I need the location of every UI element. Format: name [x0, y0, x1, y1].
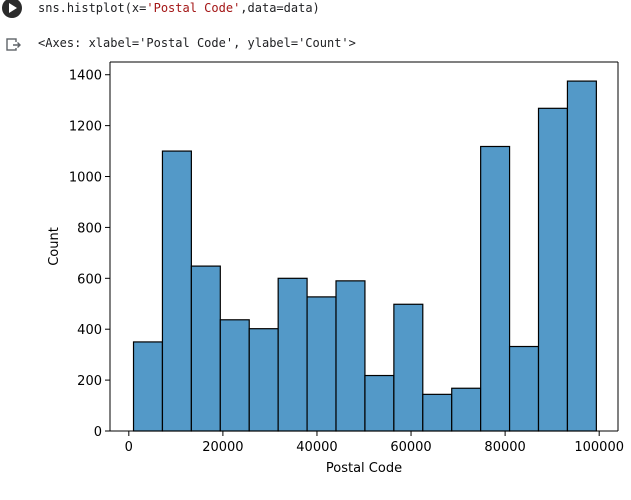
- histogram-bar: [566, 80, 597, 432]
- y-tick-label: 0: [94, 425, 102, 440]
- output-area: <Axes: xlabel='Postal Code', ylabel='Cou…: [0, 34, 631, 54]
- code-string: 'Postal Code': [146, 1, 241, 15]
- histogram-bar: [393, 303, 424, 432]
- histogram-bar: [422, 393, 453, 432]
- histogram-bar: [190, 265, 221, 432]
- output-text: <Axes: xlabel='Postal Code', ylabel='Cou…: [38, 36, 356, 50]
- histogram-bar: [277, 277, 308, 432]
- histogram-bar: [451, 387, 482, 432]
- run-cell-button[interactable]: [2, 0, 22, 18]
- histogram-bar: [161, 150, 192, 432]
- code-line[interactable]: sns.histplot(x='Postal Code',data=data): [38, 1, 320, 15]
- output-arrow-icon[interactable]: [6, 38, 22, 52]
- axes-group: [109, 61, 619, 432]
- histogram-bar: [219, 319, 250, 432]
- y-axis-label: Count: [47, 227, 62, 266]
- x-tick-label: 0: [125, 440, 133, 455]
- histogram-bar: [364, 374, 395, 432]
- code-prefix: sns.histplot(x=: [38, 1, 147, 15]
- y-tick-label: 800: [77, 221, 102, 236]
- histogram-bar: [306, 296, 337, 432]
- y-tick-label: 1400: [69, 69, 102, 84]
- histogram-bar: [508, 345, 540, 432]
- x-tick-label: 60000: [390, 440, 431, 455]
- code-suffix: ,data=data): [240, 1, 320, 15]
- histogram-bar: [335, 280, 366, 432]
- y-tick-label: 200: [77, 374, 102, 389]
- histogram-bar: [248, 328, 279, 432]
- x-tick-label: 80000: [484, 440, 525, 455]
- x-axis-label: Postal Code: [326, 461, 402, 476]
- y-tick-label: 600: [77, 272, 102, 287]
- play-icon: [9, 3, 17, 13]
- x-tick-label: 100000: [574, 440, 624, 455]
- histogram-bar: [132, 341, 164, 432]
- y-tick-label: 1000: [69, 171, 102, 186]
- y-tick-label: 400: [77, 323, 102, 338]
- histogram-bar: [537, 107, 569, 432]
- x-tick-label: 20000: [202, 440, 243, 455]
- ticks-group: 0 20000 40000 60000 80000 100000 0 200 400 600 800…: [69, 69, 624, 455]
- y-tick-label: 1200: [69, 120, 102, 135]
- code-cell: sns.histplot(x='Postal Code',data=data): [0, 0, 631, 18]
- histogram-bar: [480, 145, 511, 432]
- x-tick-label: 40000: [296, 440, 337, 455]
- histogram-chart: 0 20000 40000 60000 80000 100000 0 200 400 600 800…: [47, 61, 624, 476]
- bars-group: [132, 80, 597, 432]
